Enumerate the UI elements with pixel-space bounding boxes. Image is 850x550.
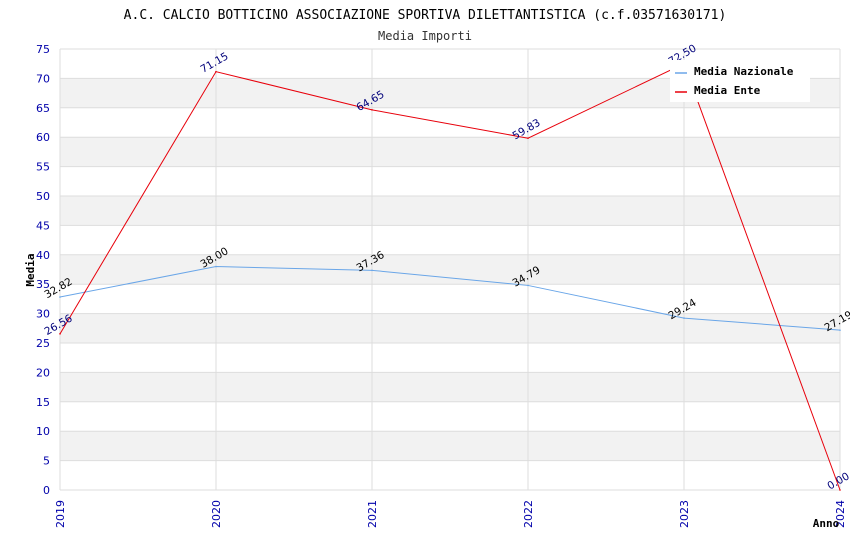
data-point	[59, 333, 61, 335]
y-tick-label: 35	[36, 278, 50, 291]
y-tick-label: 40	[36, 249, 50, 262]
x-tick-label: 2024	[834, 500, 847, 528]
data-point	[683, 317, 685, 319]
grid-band	[60, 196, 840, 226]
x-tick-label: 2022	[522, 500, 535, 528]
data-point	[371, 109, 373, 111]
y-tick-label: 60	[36, 131, 50, 144]
x-axis-label: Anno	[813, 517, 840, 530]
y-tick-label: 75	[36, 43, 50, 56]
y-tick-label: 70	[36, 72, 50, 85]
y-tick-label: 50	[36, 190, 50, 203]
data-point	[215, 265, 217, 268]
x-tick-label: 2020	[210, 500, 223, 528]
grid-bands	[60, 49, 840, 490]
y-tick-label: 5	[43, 455, 50, 468]
series-line-media-nazionale	[59, 266, 841, 331]
data-point	[215, 70, 217, 73]
chart-subtitle: Media Importi	[378, 29, 472, 43]
x-tick-label: 2023	[678, 500, 691, 528]
legend-label-media-ente: Media Ente	[694, 84, 761, 97]
grid-band	[60, 137, 840, 167]
gridlines	[59, 48, 841, 491]
series-lines	[59, 62, 841, 491]
y-tick-label: 25	[36, 337, 50, 350]
grid-band	[60, 372, 840, 402]
legend-box	[670, 60, 810, 102]
data-point	[839, 329, 841, 331]
grid-band	[60, 166, 840, 196]
y-tick-label: 10	[36, 425, 50, 438]
grid-band	[60, 460, 840, 490]
y-axis-label: Media	[24, 253, 37, 286]
data-point	[527, 284, 529, 287]
x-tick-label: 2019	[54, 500, 67, 528]
grid-band	[60, 254, 840, 285]
grid-band	[60, 225, 840, 255]
data-point	[59, 296, 61, 298]
y-tick-label: 0	[43, 484, 50, 497]
data-point	[839, 489, 841, 491]
data-point	[371, 269, 373, 272]
legend: Media Nazionale Media Ente	[670, 60, 810, 102]
y-tick-label: 65	[36, 102, 50, 115]
x-axis-ticks: 2019 2020 2021 2022 2023 2024	[54, 500, 847, 528]
grid-band	[60, 107, 840, 138]
grid-band	[60, 401, 840, 432]
y-tick-label: 45	[36, 219, 50, 232]
chart-title: A.C. CALCIO BOTTICINO ASSOCIAZIONE SPORT…	[124, 8, 727, 23]
y-tick-label: 55	[36, 161, 50, 174]
grid-band	[60, 431, 840, 461]
y-tick-label: 30	[36, 308, 50, 321]
grid-band	[60, 343, 840, 373]
series-line-media-ente	[59, 63, 841, 491]
grid-band	[60, 284, 840, 314]
y-tick-label: 15	[36, 396, 50, 409]
grid-band	[60, 313, 840, 343]
y-tick-label: 20	[36, 366, 50, 379]
x-tick-label: 2021	[366, 500, 379, 528]
data-point	[527, 137, 529, 139]
y-axis-ticks: 0 5 10 15 20 25 30 35 40 45 50 55 60 65 70 75	[36, 43, 50, 497]
legend-label-media-nazionale: Media Nazionale	[694, 65, 794, 78]
